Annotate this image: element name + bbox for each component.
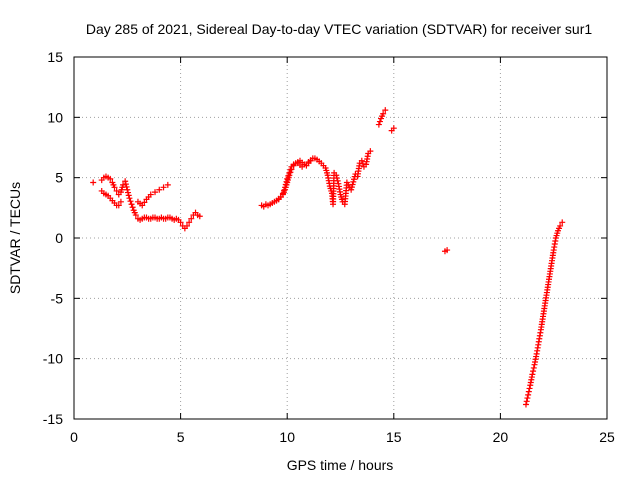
data-point (277, 193, 284, 200)
data-point (113, 187, 120, 194)
x-tick-label: 5 (177, 429, 185, 445)
data-point-interp (125, 189, 132, 196)
data-point (311, 155, 318, 162)
data-point (115, 202, 122, 209)
data-point-interp (334, 177, 341, 184)
data-point (559, 219, 566, 226)
data-point-interp (285, 172, 292, 179)
x-tick-label: 25 (599, 429, 615, 445)
data-point-interp (333, 175, 340, 182)
data-point-interp (349, 181, 356, 188)
data-point (265, 202, 272, 209)
data-point (156, 186, 163, 193)
data-point (117, 198, 124, 205)
data-point (139, 202, 146, 209)
data-point (279, 190, 286, 197)
data-point (160, 184, 167, 191)
data-point (120, 181, 127, 188)
grid-layer (74, 57, 607, 419)
data-point (348, 186, 355, 193)
data-point-interp (530, 364, 537, 371)
data-point (382, 107, 389, 114)
data-point (107, 175, 114, 182)
data-point (282, 184, 289, 191)
data-point (333, 172, 340, 179)
data-point-interp (282, 181, 289, 188)
data-point-interp (281, 187, 288, 194)
x-tick-label: 15 (386, 429, 402, 445)
data-point (269, 200, 276, 207)
data-point-interp (524, 395, 531, 402)
data-point (183, 222, 190, 229)
data-point (307, 157, 314, 164)
y-axis-label: SDTVAR / TECUs (7, 182, 23, 294)
y-tick-label: -10 (43, 351, 63, 367)
data-point (299, 163, 306, 170)
data-point-interp (287, 166, 294, 173)
data-point-interp (350, 178, 357, 185)
data-point (367, 148, 374, 155)
data-point (557, 222, 564, 229)
y-tick-label: -5 (51, 290, 64, 306)
data-point (132, 212, 139, 219)
data-point (444, 247, 451, 254)
data-point (290, 161, 297, 168)
data-point-interp (351, 176, 358, 183)
data-point-interp (523, 398, 530, 405)
data-point (126, 195, 133, 202)
x-tick-label: 10 (279, 429, 295, 445)
data-point-interp (123, 183, 130, 190)
data-point (196, 213, 203, 220)
data-point-interp (122, 181, 129, 188)
data-point (286, 169, 293, 176)
data-point (111, 184, 118, 191)
y-tick-label: 15 (47, 49, 63, 65)
data-point (90, 179, 97, 186)
data-point (128, 201, 135, 208)
data-point (147, 191, 154, 198)
data-point-interp (141, 199, 148, 206)
data-point (177, 219, 184, 226)
chart-title: Day 285 of 2021, Sidereal Day-to-day VTE… (86, 21, 592, 37)
data-point-interp (359, 160, 366, 167)
data-point-interp (376, 118, 383, 125)
data-point (358, 157, 365, 164)
data-point (284, 175, 291, 182)
y-tick-label: 0 (55, 230, 63, 246)
data-point (380, 110, 387, 117)
data-point (152, 189, 159, 196)
data-point (525, 391, 532, 398)
x-tick-label: 0 (70, 429, 78, 445)
data-point-interp (530, 368, 537, 375)
y-tick-label: 5 (55, 170, 63, 186)
data-point (122, 178, 129, 185)
data-point-interp (127, 198, 134, 205)
data-point (124, 186, 131, 193)
plot-frame (73, 56, 608, 420)
data-point-interp (125, 192, 132, 199)
data-point-interp (348, 184, 355, 191)
x-tick-label: 20 (493, 429, 509, 445)
data-point (164, 181, 171, 188)
points-layer (90, 107, 566, 408)
data-point (260, 203, 267, 210)
y-tick-label: 10 (47, 109, 63, 125)
data-point (529, 371, 536, 378)
data-point (522, 401, 529, 408)
data-point (188, 215, 195, 222)
data-point-interp (525, 388, 532, 395)
ticks-layer: 0 5 10 15 20 25 -15 -10 -5 0 5 10 15 (43, 49, 615, 445)
data-point (375, 121, 382, 128)
data-point-interp (526, 385, 533, 392)
x-axis-label: GPS time / hours (287, 457, 394, 473)
y-tick-label: -15 (43, 411, 63, 427)
data-point (186, 219, 193, 226)
data-point-interp (283, 178, 290, 185)
data-point-interp (129, 204, 136, 211)
data-point (390, 125, 397, 132)
